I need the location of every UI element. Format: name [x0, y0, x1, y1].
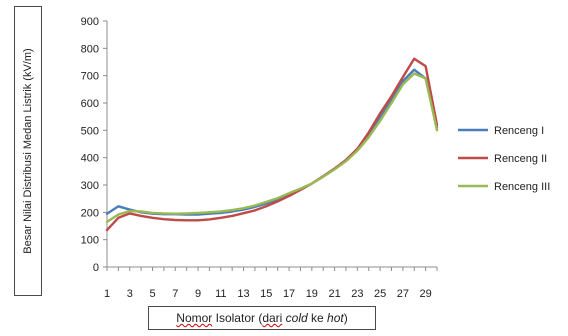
- y-tick-label: 700: [81, 71, 99, 83]
- y-tick-label: 300: [81, 180, 99, 192]
- x-axis-label-word-isolator: Isolator (: [212, 311, 263, 325]
- y-axis-label-box: [14, 6, 42, 296]
- x-axis-label: Nomor Isolator (dari cold ke hot): [176, 311, 347, 325]
- x-tick-label: 7: [172, 288, 178, 300]
- y-tick-label: 600: [81, 98, 99, 110]
- series-line: [105, 72, 439, 224]
- y-tick-label: 0: [93, 262, 99, 274]
- y-tick-label: 200: [81, 207, 99, 219]
- y-axis-label: Besar Nilai Distribusi Medan Listrik (kV…: [22, 48, 34, 254]
- x-tick-label: 19: [306, 288, 318, 300]
- x-tick-label: 25: [374, 288, 386, 300]
- x-axis-label-word-cold: cold: [285, 311, 308, 325]
- x-axis-label-word-dari: dari: [262, 311, 283, 325]
- x-tick-label: 13: [237, 288, 249, 300]
- x-tick-label: 1: [104, 288, 110, 300]
- x-axis-label-word-hot: hot: [327, 311, 344, 325]
- y-tick-label: 900: [81, 16, 99, 28]
- x-axis-label-word-nomor: Nomor: [176, 311, 213, 325]
- y-tick-label: 800: [81, 43, 99, 55]
- x-tick-label: 5: [149, 288, 155, 300]
- x-tick-label: 17: [283, 288, 295, 300]
- x-tick-label: 29: [419, 288, 431, 300]
- y-tick-label: 500: [81, 125, 99, 137]
- x-tick-label: 23: [351, 288, 363, 300]
- x-tick-label: 11: [215, 288, 226, 300]
- x-axis-label-word-ke: ke: [307, 311, 328, 325]
- x-tick-label: 21: [328, 288, 340, 300]
- legend-label: Renceng I: [494, 125, 544, 137]
- y-tick-label: 400: [81, 153, 99, 165]
- y-tick-label: 100: [81, 235, 99, 247]
- x-tick-label: 15: [260, 288, 272, 300]
- x-axis-label-close-paren: ): [343, 311, 348, 325]
- series-line: [105, 57, 439, 232]
- legend-label: Renceng III: [494, 181, 550, 193]
- series-line: [105, 68, 439, 216]
- x-tick-label: 3: [127, 288, 133, 300]
- x-tick-label: 9: [195, 288, 201, 300]
- legend-label: Renceng II: [494, 153, 547, 165]
- x-axis-label-box: Nomor Isolator (dari cold ke hot): [148, 306, 376, 330]
- x-tick-label: 27: [397, 288, 409, 300]
